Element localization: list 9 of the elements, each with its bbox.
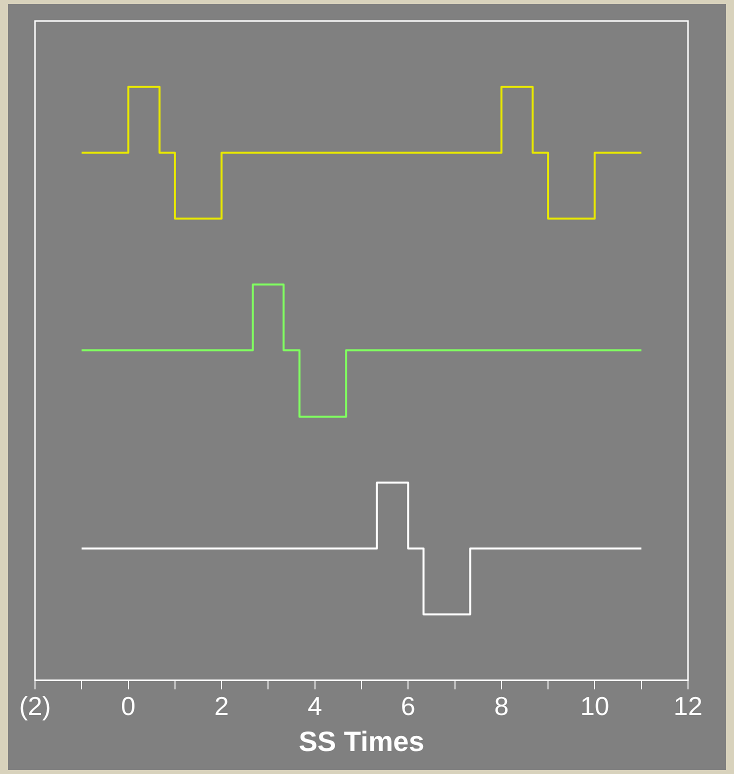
x-tick-label: 4 <box>308 690 322 721</box>
x-tick-label: 8 <box>494 690 509 721</box>
x-tick-label: 10 <box>580 690 610 721</box>
x-tick-label: 6 <box>400 690 416 721</box>
x-tick-label: 12 <box>674 690 702 721</box>
x-axis-title: SS Times <box>298 726 424 757</box>
x-tick-label: 2 <box>214 690 229 721</box>
x-tick-label: (2) <box>19 690 51 721</box>
x-tick-label: 0 <box>121 690 136 721</box>
